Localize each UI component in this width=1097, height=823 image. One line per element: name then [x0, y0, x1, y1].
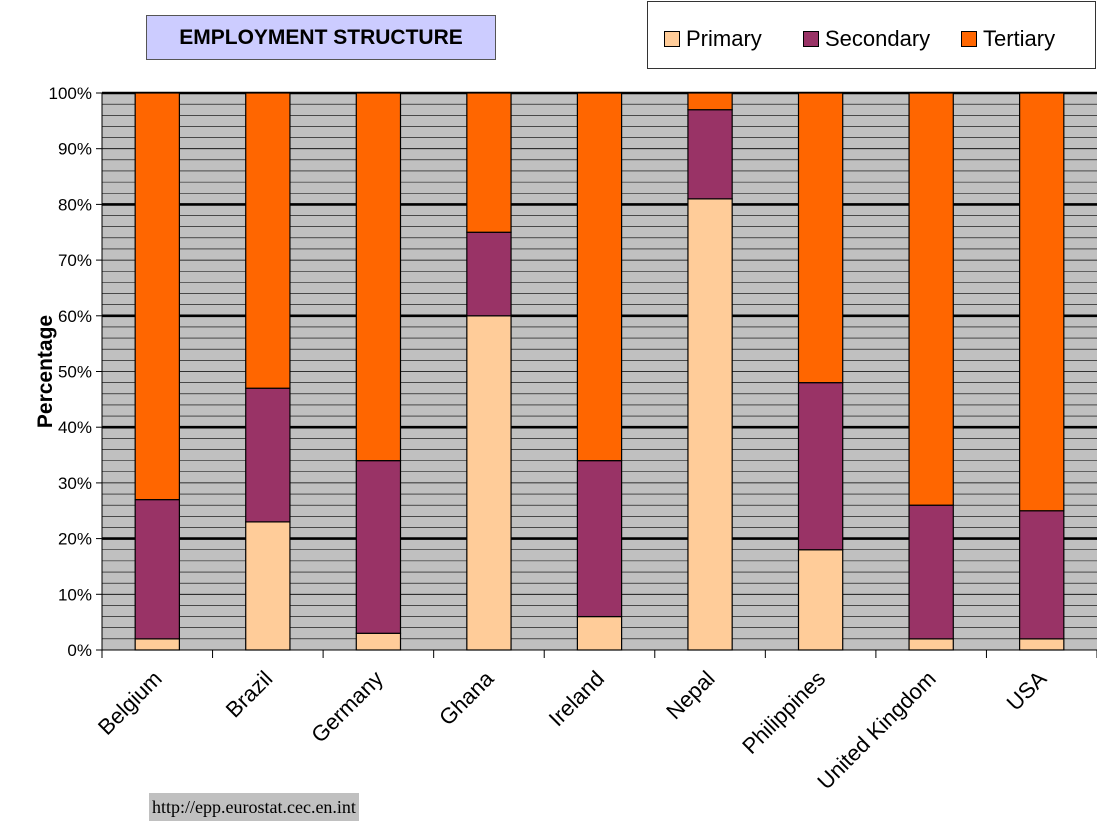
x-tick-label: United Kingdom [812, 666, 940, 794]
bar-tertiary-germany [355, 92, 402, 462]
y-tick-label: 10% [58, 585, 92, 604]
bar-primary-philippines [797, 549, 844, 651]
bar-tertiary-nepal [687, 92, 733, 111]
bar-secondary-nepal [687, 109, 733, 200]
y-tick-label: 70% [58, 251, 92, 270]
legend-swatch-primary [664, 31, 680, 47]
y-tick-label: 80% [58, 195, 92, 214]
y-tick-label: 60% [58, 307, 92, 326]
x-tick-label: Brazil [221, 666, 278, 723]
chart-title: EMPLOYMENT STRUCTURE [146, 15, 496, 60]
bar-secondary-ghana [466, 231, 512, 317]
bar-tertiary-united-kingdom [908, 92, 954, 506]
bar-primary-nepal [687, 198, 733, 651]
bar-secondary-usa [1019, 510, 1065, 640]
y-tick-label: 40% [58, 418, 92, 437]
x-tick-label: Ireland [544, 666, 609, 731]
legend-item-tertiary: Tertiary [961, 26, 1055, 52]
bar-tertiary-brazil [245, 92, 291, 389]
bar-tertiary-ghana [466, 92, 512, 233]
source-url: http://epp.eurostat.cec.en.int [149, 793, 359, 821]
legend-item-secondary: Secondary [803, 26, 930, 52]
legend-label-tertiary: Tertiary [983, 26, 1056, 51]
bar-primary-ghana [466, 315, 512, 651]
bar-primary-brazil [245, 521, 291, 651]
x-tick-label: Philippines [737, 666, 830, 759]
bar-primary-germany [355, 632, 402, 651]
bar-tertiary-philippines [797, 92, 844, 384]
bar-tertiary-belgium [134, 92, 180, 501]
bar-tertiary-usa [1019, 92, 1065, 512]
legend: Primary Secondary Tertiary [647, 1, 1096, 69]
y-tick-label: 90% [58, 140, 92, 159]
y-tick-label: 0% [67, 641, 92, 660]
x-tick-label: Germany [306, 666, 388, 748]
x-tick-label: Belgium [93, 666, 167, 740]
y-tick-label: 20% [58, 530, 92, 549]
bar-tertiary-ireland [576, 92, 623, 462]
legend-swatch-tertiary [961, 31, 977, 47]
bar-secondary-united-kingdom [908, 504, 954, 640]
bar-primary-ireland [576, 615, 623, 651]
legend-swatch-secondary [803, 31, 819, 47]
bar-secondary-brazil [245, 387, 291, 523]
bar-secondary-philippines [797, 382, 844, 551]
y-axis-label: Percentage [34, 315, 57, 428]
x-tick-label: USA [1002, 666, 1052, 716]
bar-primary-united-kingdom [908, 638, 954, 651]
y-tick-label: 100% [49, 84, 92, 103]
bar-primary-usa [1019, 638, 1065, 651]
bar-secondary-ireland [576, 460, 623, 618]
legend-label-primary: Primary [686, 26, 762, 51]
bar-secondary-belgium [134, 499, 180, 640]
bar-secondary-germany [355, 460, 402, 634]
y-tick-label: 50% [58, 363, 92, 382]
legend-item-primary: Primary [664, 26, 762, 52]
y-tick-label: 30% [58, 474, 92, 493]
x-tick-label: Nepal [661, 666, 719, 724]
legend-label-secondary: Secondary [825, 26, 931, 51]
bar-primary-belgium [134, 638, 180, 651]
x-tick-label: Ghana [434, 665, 499, 730]
